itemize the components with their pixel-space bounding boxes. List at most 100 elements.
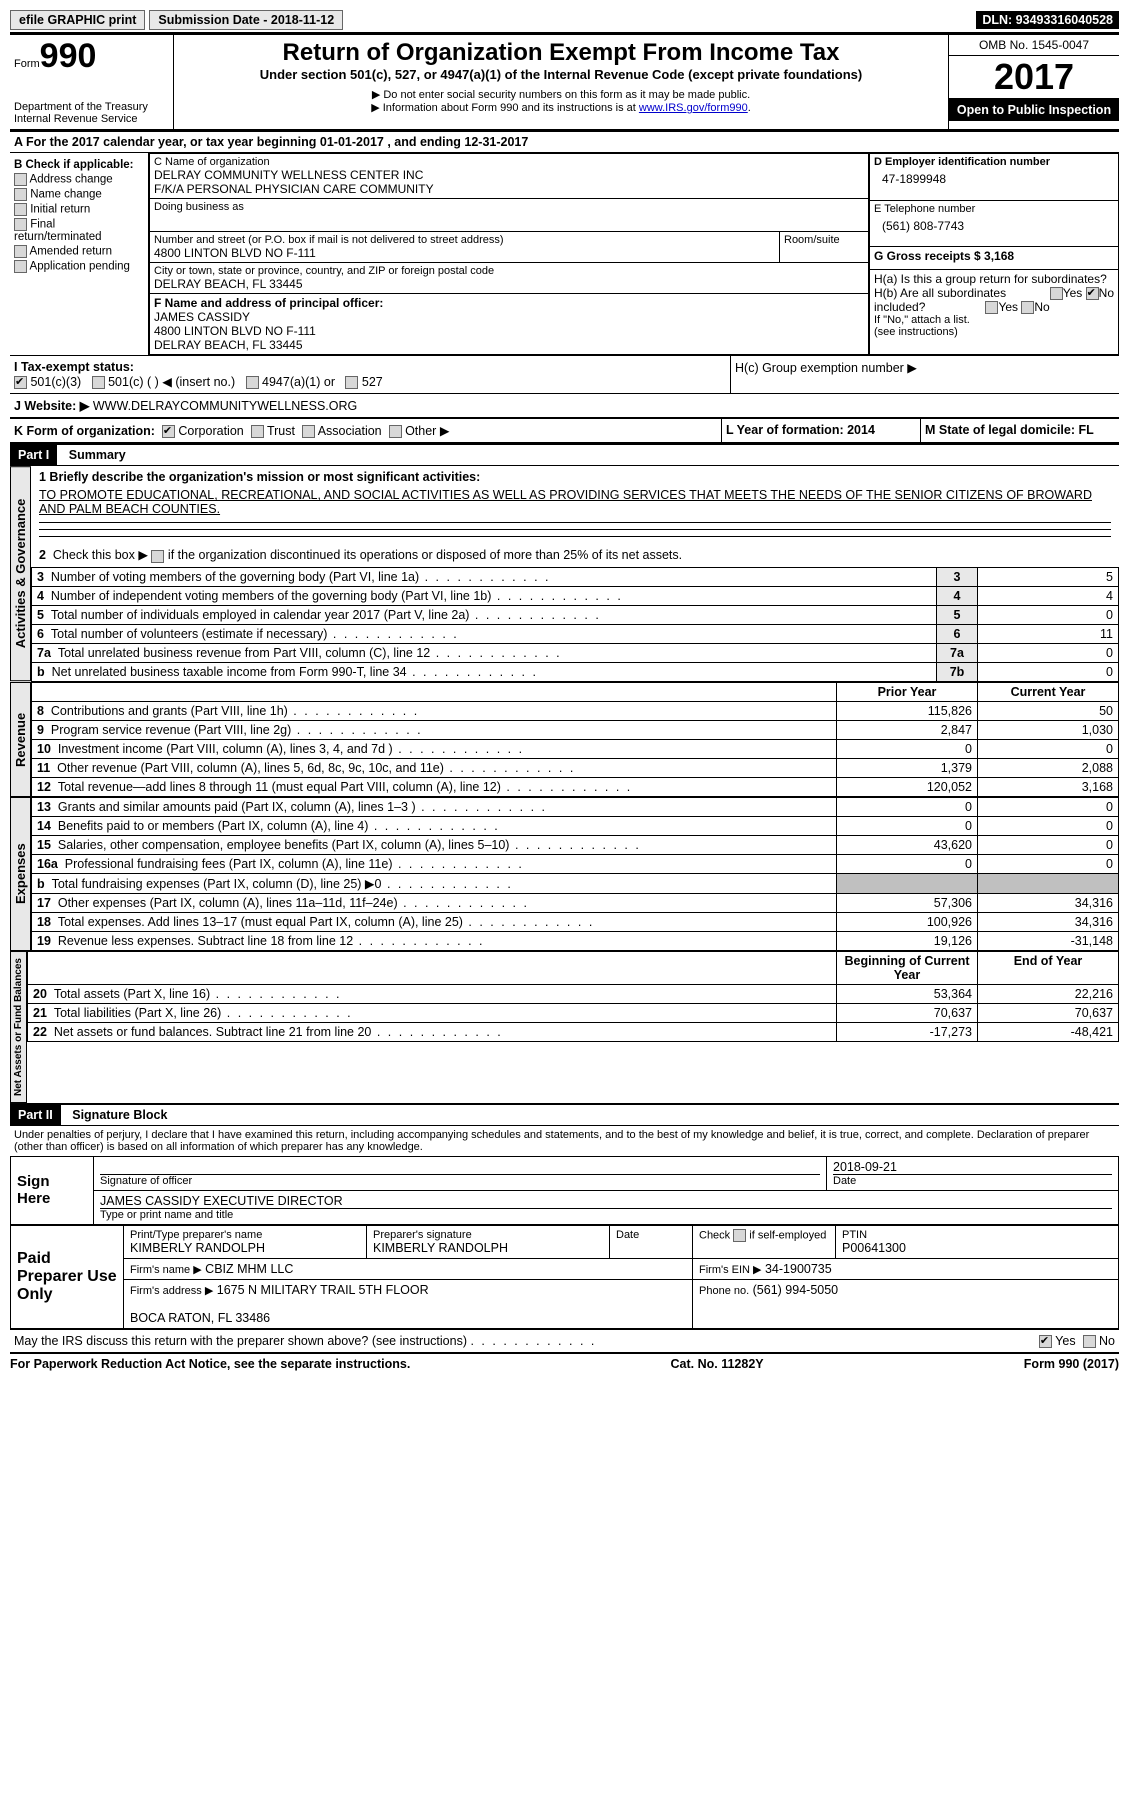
note2-text: ▶ Information about Form 990 and its ins…	[371, 102, 639, 114]
org-info-table: C Name of organization DELRAY COMMUNITY …	[149, 153, 869, 355]
org-name: DELRAY COMMUNITY WELLNESS CENTER INC F/K…	[154, 168, 864, 196]
checkbox[interactable]	[14, 260, 27, 273]
firm-name-label: Firm's name ▶	[130, 1264, 202, 1276]
i-label: I Tax-exempt status:	[14, 360, 134, 374]
exp-side-label: Expenses	[10, 797, 31, 951]
table-row: 19 Revenue less expenses. Subtract line …	[32, 931, 1119, 950]
table-row: 13 Grants and similar amounts paid (Part…	[32, 797, 1119, 816]
table-row: b Net unrelated business taxable income …	[32, 662, 1119, 681]
name-title-val: JAMES CASSIDY EXECUTIVE DIRECTOR	[100, 1194, 1112, 1209]
prior-year-hdr: Prior Year	[837, 682, 978, 701]
street-value: 4800 LINTON BLVD NO F-111	[154, 246, 775, 260]
g-label: G Gross receipts $ 3,168	[874, 249, 1114, 263]
k-corp-check[interactable]	[162, 425, 175, 438]
prep-name-val: KIMBERLY RANDOLPH	[130, 1241, 360, 1255]
ein-value: 47-1899948	[874, 168, 1114, 190]
checkbox[interactable]	[14, 203, 27, 216]
check-item: Final return/terminated	[14, 218, 144, 243]
ha-no-check[interactable]	[1086, 287, 1099, 300]
i-501c3-check[interactable]	[14, 376, 27, 389]
city-value: DELRAY BEACH, FL 33445	[154, 277, 864, 291]
part1-hdr: Part I	[10, 445, 57, 465]
check-item: Amended return	[14, 245, 144, 258]
header-subtitle: Under section 501(c), 527, or 4947(a)(1)…	[182, 67, 940, 82]
i-501c-check[interactable]	[92, 376, 105, 389]
i-527-check[interactable]	[345, 376, 358, 389]
table-row: 14 Benefits paid to or members (Part IX,…	[32, 816, 1119, 835]
mission-text: TO PROMOTE EDUCATIONAL, RECREATIONAL, AN…	[31, 488, 1119, 516]
signature-table: Sign Here Signature of officer 2018-09-2…	[10, 1156, 1119, 1225]
discuss-yes-check[interactable]	[1039, 1335, 1052, 1348]
current-year-hdr: Current Year	[978, 682, 1119, 701]
ptin-label: PTIN	[842, 1229, 1112, 1241]
i-4947: 4947(a)(1) or	[262, 375, 335, 389]
check-item: Name change	[14, 188, 144, 201]
gov-side-label: Activities & Governance	[10, 466, 31, 681]
firm-addr-label: Firm's address ▶	[130, 1285, 213, 1297]
footer: For Paperwork Reduction Act Notice, see …	[10, 1352, 1119, 1371]
part1-body: Activities & Governance 1 Briefly descri…	[10, 466, 1119, 681]
begin-hdr: Beginning of Current Year	[837, 951, 978, 984]
table-row: 15 Salaries, other compensation, employe…	[32, 835, 1119, 854]
k-other-check[interactable]	[389, 425, 402, 438]
i-501c: 501(c) ( ) ◀ (insert no.)	[108, 375, 235, 389]
dba-label: Doing business as	[154, 201, 864, 213]
rev-table: Prior YearCurrent Year 8 Contributions a…	[31, 682, 1119, 797]
city-label: City or town, state or province, country…	[154, 265, 864, 277]
header-right: OMB No. 1545-0047 2017 Open to Public In…	[948, 35, 1119, 129]
line2-check[interactable]	[151, 550, 164, 563]
section-d-h: D Employer identification number 47-1899…	[869, 153, 1119, 355]
submission-button[interactable]: Submission Date - 2018-11-12	[149, 10, 343, 30]
website-value: WWW.DELRAYCOMMUNITYWELLNESS.ORG	[93, 399, 357, 413]
k-other: Other ▶	[405, 424, 449, 438]
part1-header-row: Part I Summary	[10, 443, 1119, 466]
room-label: Room/suite	[784, 234, 864, 246]
sig-date-val: 2018-09-21	[833, 1160, 1112, 1175]
checkbox[interactable]	[14, 173, 27, 186]
checkbox[interactable]	[14, 188, 27, 201]
line2: 2 Check this box ▶ if the organization d…	[31, 543, 1119, 566]
check-item: Initial return	[14, 203, 144, 216]
k-corp: Corporation	[178, 424, 243, 438]
table-row: 3 Number of voting members of the govern…	[32, 567, 1119, 586]
k-trust-check[interactable]	[251, 425, 264, 438]
self-emp-check[interactable]	[733, 1229, 746, 1242]
checkbox[interactable]	[14, 218, 27, 231]
firm-ein-label: Firm's EIN ▶	[699, 1264, 762, 1276]
discuss-no-check[interactable]	[1083, 1335, 1096, 1348]
i-4947-check[interactable]	[246, 376, 259, 389]
section-b: B Check if applicable: Address change Na…	[10, 153, 149, 355]
rev-side-label: Revenue	[10, 682, 31, 797]
table-row: 7a Total unrelated business revenue from…	[32, 643, 1119, 662]
revenue-block: Revenue Prior YearCurrent Year 8 Contrib…	[10, 682, 1119, 797]
k-assoc: Association	[318, 424, 382, 438]
checkbox[interactable]	[14, 245, 27, 258]
e-label: E Telephone number	[874, 203, 1114, 215]
ptin-val: P00641300	[842, 1241, 1112, 1255]
k-assoc-check[interactable]	[302, 425, 315, 438]
l-label: L Year of formation: 2014	[721, 419, 920, 442]
form-number: 990	[40, 37, 97, 75]
table-row: 8 Contributions and grants (Part VIII, l…	[32, 701, 1119, 720]
check-item: Address change	[14, 173, 144, 186]
i-527: 527	[362, 375, 383, 389]
header-title: Return of Organization Exempt From Incom…	[182, 39, 940, 67]
form990-link[interactable]: www.IRS.gov/form990	[639, 102, 748, 114]
table-row: 10 Investment income (Part VIII, column …	[32, 739, 1119, 758]
open-public-label: Open to Public Inspection	[949, 99, 1119, 121]
firm-phone-val: (561) 994-5050	[753, 1283, 838, 1297]
prep-date-label: Date	[616, 1229, 686, 1241]
hb-yes-check[interactable]	[985, 301, 998, 314]
line1-label: 1 Briefly describe the organization's mi…	[31, 466, 1119, 488]
form-header: Form990 Department of the Treasury Inter…	[10, 32, 1119, 132]
discuss-row: May the IRS discuss this return with the…	[10, 1329, 1119, 1352]
top-bar: efile GRAPHIC print Submission Date - 20…	[10, 10, 1119, 30]
ha-yes-check[interactable]	[1050, 287, 1063, 300]
hb-no-check[interactable]	[1021, 301, 1034, 314]
efile-button[interactable]: efile GRAPHIC print	[10, 10, 145, 30]
gov-table: 3 Number of voting members of the govern…	[31, 567, 1119, 682]
table-row: 21 Total liabilities (Part X, line 26)70…	[28, 1003, 1119, 1022]
section-k-row: K Form of organization: Corporation Trus…	[10, 419, 1119, 443]
check-item: Application pending	[14, 260, 144, 273]
street-label: Number and street (or P.O. box if mail i…	[154, 234, 775, 246]
